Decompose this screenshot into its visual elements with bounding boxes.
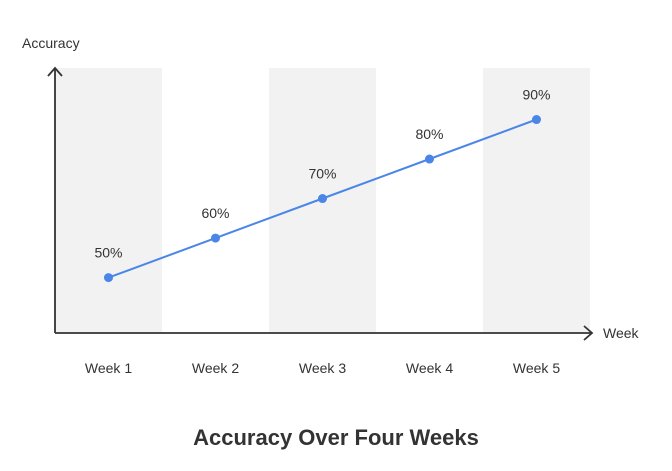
data-label: 70% [308,166,336,182]
data-point [318,194,327,204]
x-tick-label: Week 4 [406,360,453,376]
x-axis-title: Week [603,325,640,341]
y-axis-title: Accuracy [22,35,80,51]
data-label: 80% [415,126,443,142]
x-tick-labels: Week 1 Week 2 Week 3 Week 4 Week 5 [85,360,560,376]
data-label: 90% [522,87,550,103]
chart-title: Accuracy Over Four Weeks [193,425,479,450]
data-label: 50% [94,245,122,261]
y-axis-arrowhead [47,66,63,77]
x-tick-label: Week 3 [299,360,346,376]
x-tick-label: Week 2 [192,360,239,376]
column-band [483,68,590,333]
column-band [55,68,162,333]
data-point [425,154,434,164]
x-axis-arrowhead [583,325,594,341]
data-point [532,115,541,125]
axes: Accuracy Week [22,35,640,341]
data-labels: 50% 60% 70% 80% 90% [94,87,550,261]
x-tick-label: Week 1 [85,360,132,376]
data-label: 60% [201,205,229,221]
x-tick-label: Week 5 [513,360,560,376]
data-point [211,233,220,243]
series [104,115,541,283]
data-point [104,273,113,283]
